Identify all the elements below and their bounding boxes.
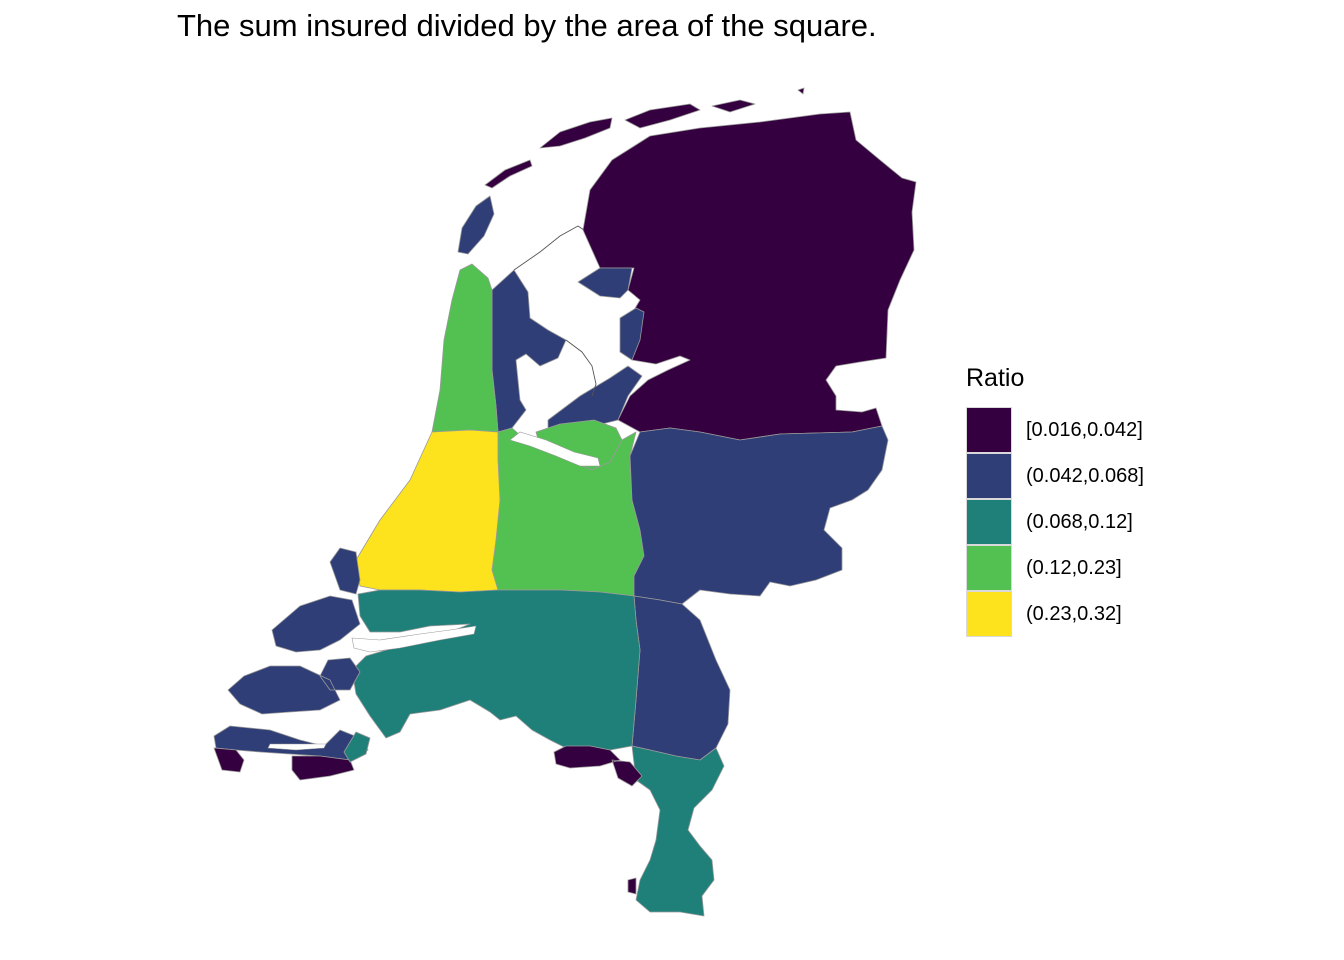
legend-item: [0.016,0.042] <box>966 407 1144 453</box>
legend-item: (0.23,0.32] <box>966 591 1144 637</box>
region-zeeland-strip <box>343 731 371 763</box>
region-zeeuws-vlaanderen <box>213 745 643 895</box>
legend-item: (0.068,0.12] <box>966 499 1144 545</box>
region-north <box>582 111 917 441</box>
legend-swatch <box>966 591 1012 637</box>
legend-label: (0.042,0.068] <box>1026 464 1144 487</box>
region-brabant <box>351 589 641 751</box>
river-nieuwe-waterweg <box>351 625 477 653</box>
legend-swatch <box>966 545 1012 591</box>
region-northwest-coast <box>577 267 633 299</box>
houtribdijk-line <box>565 339 597 397</box>
region-limburg-north <box>631 595 731 761</box>
legend-label: (0.068,0.12] <box>1026 510 1133 533</box>
region-utrecht-gelderland <box>491 419 645 597</box>
wadden-island-texel <box>457 195 495 255</box>
legend-item: (0.12,0.23] <box>966 545 1144 591</box>
estuary-westerschelde <box>267 743 327 751</box>
wadden-island-vlieland <box>484 159 533 189</box>
region-limburg-south <box>631 745 725 917</box>
legend-swatch <box>966 499 1012 545</box>
legend-label: (0.23,0.32] <box>1026 602 1122 625</box>
region-south-holland-coast <box>355 429 501 593</box>
legend-label: [0.016,0.042] <box>1026 418 1143 441</box>
region-zeeland-north <box>329 547 361 595</box>
afsluitdijk-line <box>513 225 585 271</box>
region-overijssel-gelderland <box>629 425 889 605</box>
region-north-holland-east <box>491 269 567 433</box>
region-zeeland-islands <box>213 595 369 761</box>
legend-title: Ratio <box>966 364 1025 392</box>
legend-swatch <box>966 453 1012 499</box>
legend: Ratio [0.016,0.042] (0.042,0.068] (0.068… <box>966 364 1144 637</box>
region-north-holland-coast <box>431 263 499 433</box>
region-noordoostpolder-edge <box>619 307 645 361</box>
legend-swatch <box>966 407 1012 453</box>
wadden-island-ameland-schiermonnikoog <box>539 87 805 149</box>
map-title: The sum insured divided by the area of t… <box>177 8 877 43</box>
legend-label: (0.12,0.23] <box>1026 556 1122 579</box>
lake-ijsselmeer-edge <box>509 431 601 467</box>
legend-item: (0.042,0.068] <box>966 453 1144 499</box>
